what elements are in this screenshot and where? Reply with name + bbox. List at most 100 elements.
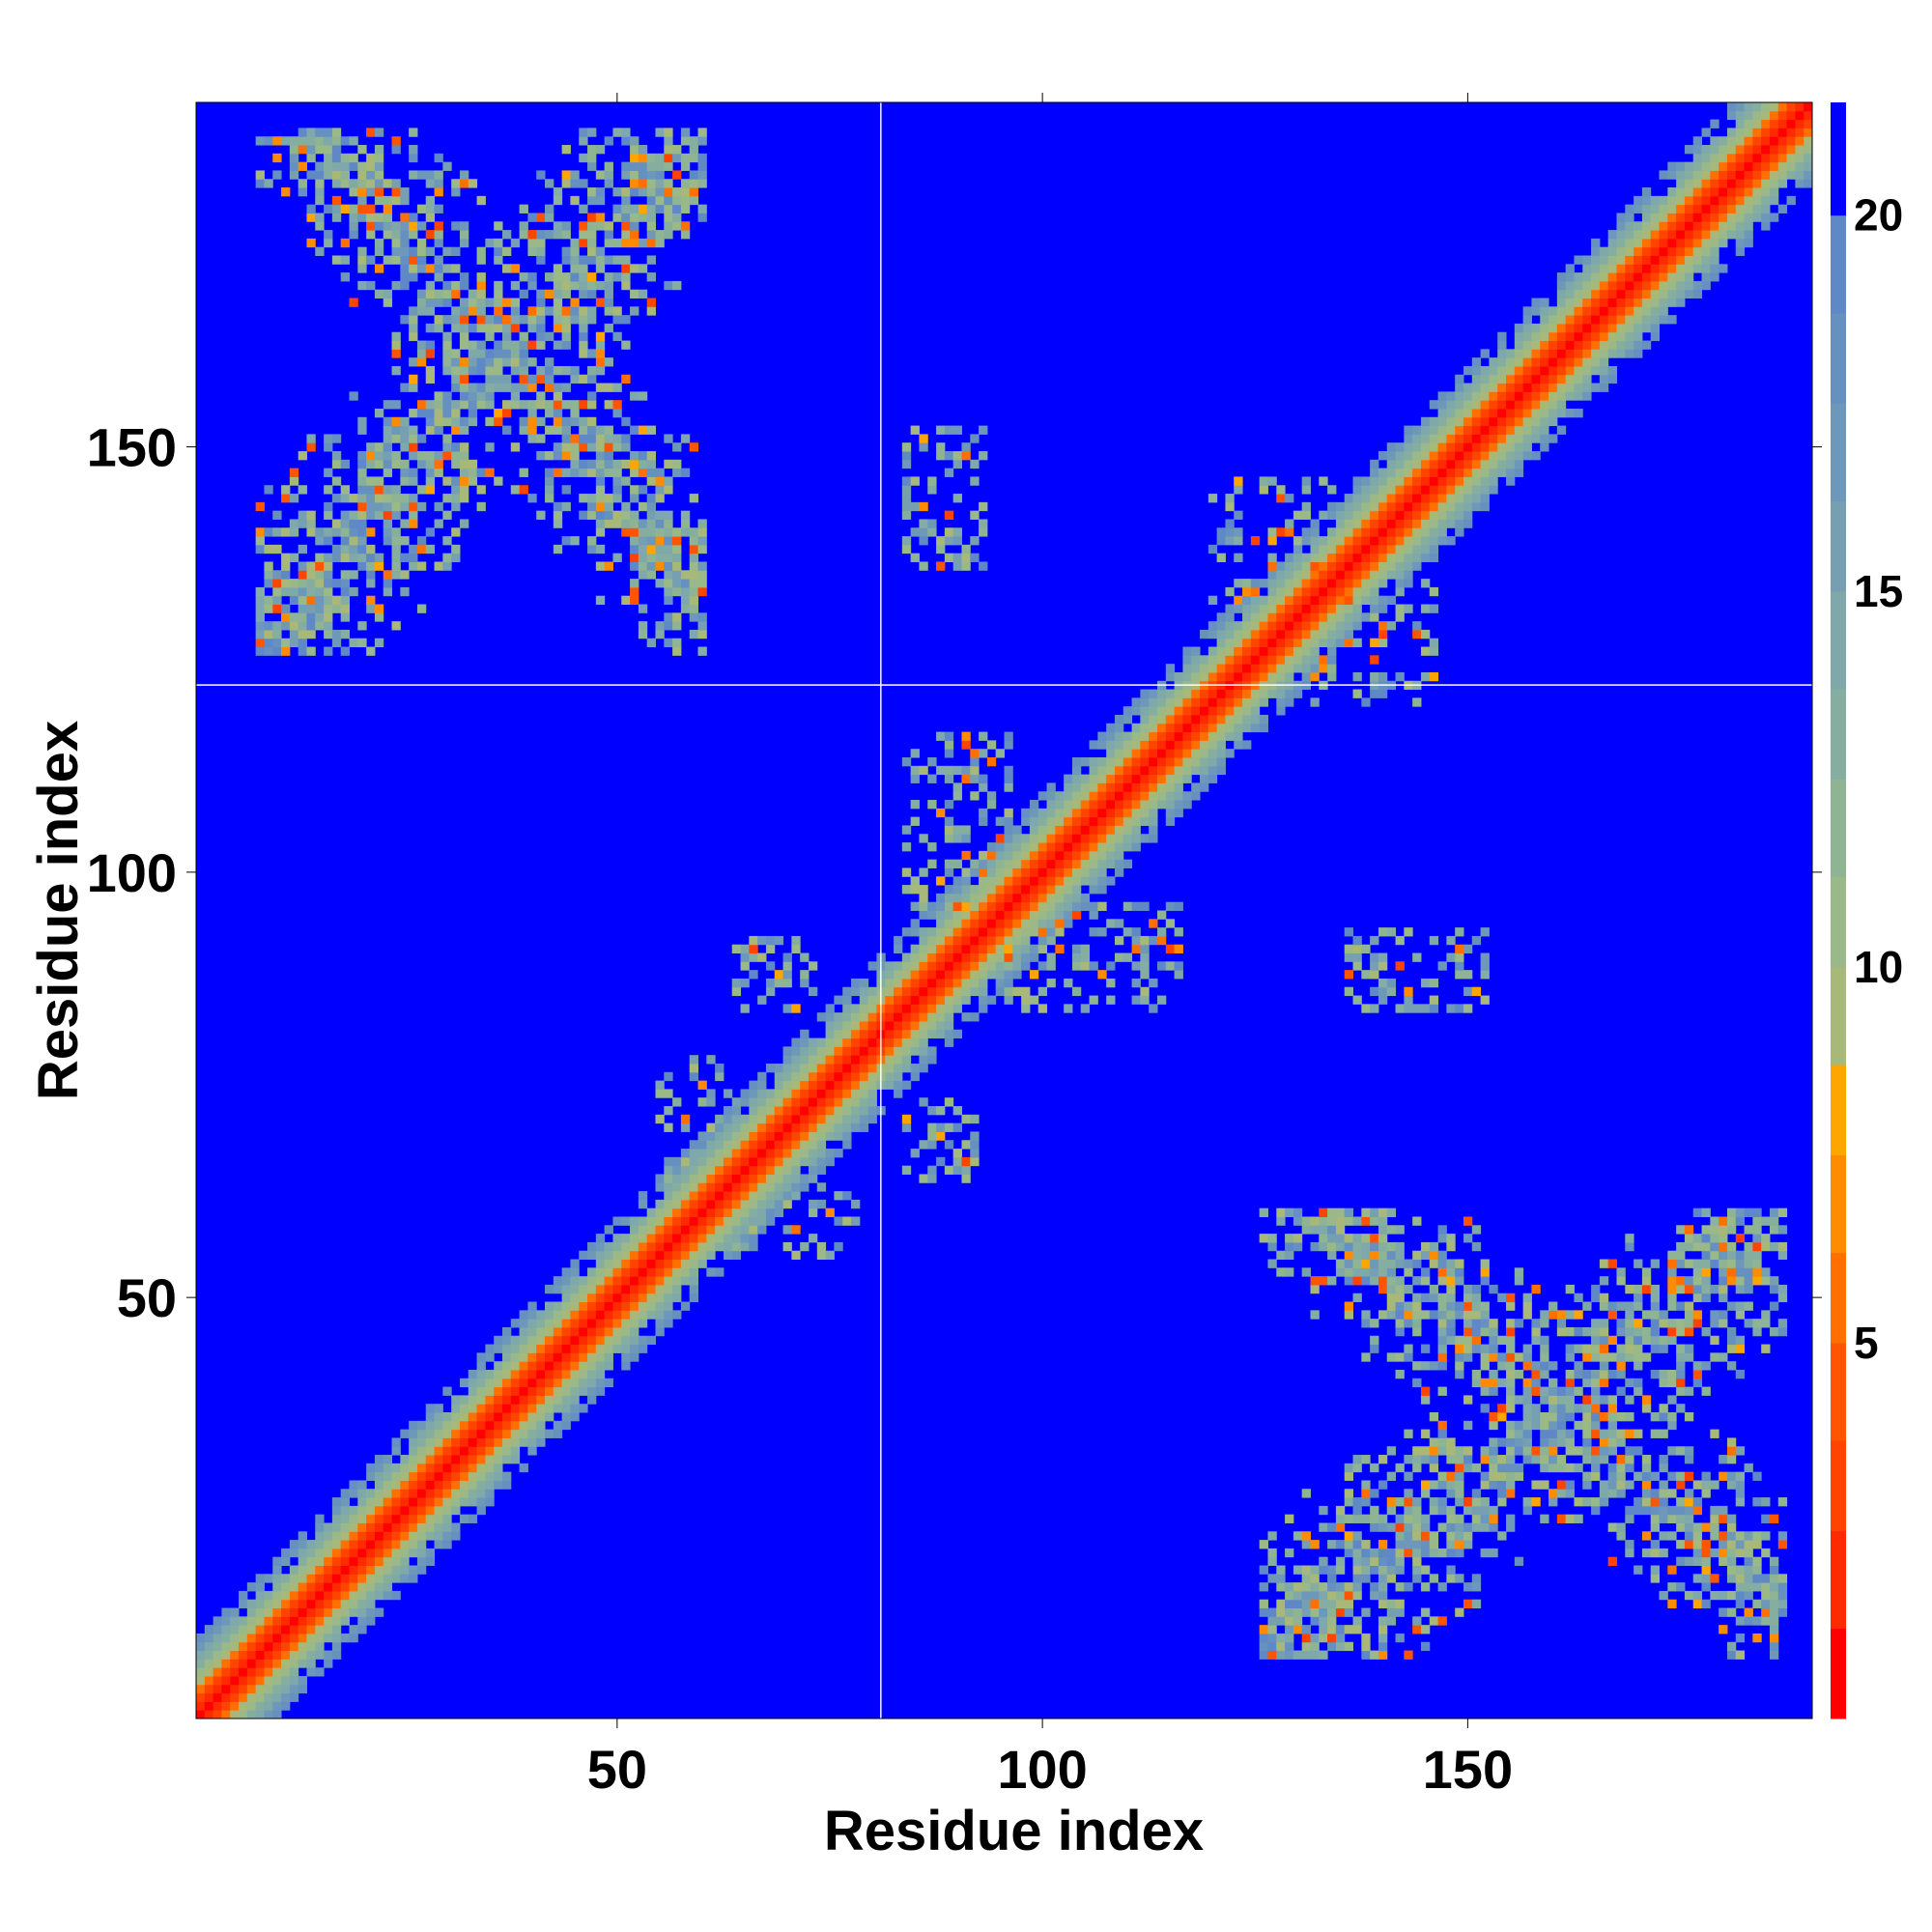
heatmap-cell — [1106, 842, 1116, 852]
heatmap-cell — [1165, 731, 1176, 741]
heatmap-cell — [1234, 655, 1243, 665]
heatmap-cell — [630, 494, 639, 503]
heatmap-cell — [1335, 621, 1346, 631]
heatmap-cell — [230, 1701, 240, 1711]
heatmap-cell — [579, 1250, 588, 1261]
heatmap-cell — [1327, 646, 1337, 656]
heatmap-cell — [689, 1063, 699, 1073]
heatmap-cell — [1225, 689, 1235, 698]
heatmap-cell — [901, 494, 912, 503]
heatmap-cell — [1455, 494, 1464, 503]
heatmap-cell — [1352, 1590, 1362, 1601]
heatmap-cell — [553, 340, 563, 350]
heatmap-cell — [791, 1080, 801, 1090]
heatmap-cell — [936, 919, 946, 928]
heatmap-cell — [1301, 485, 1311, 495]
heatmap-cell — [255, 586, 265, 597]
heatmap-cell — [1344, 927, 1354, 937]
heatmap-cell — [1395, 1531, 1405, 1541]
heatmap-cell — [1174, 944, 1183, 954]
heatmap-cell — [782, 1131, 792, 1141]
heatmap-cell — [765, 1122, 776, 1132]
heatmap-cell — [1046, 825, 1056, 835]
heatmap-cell — [196, 1701, 206, 1711]
heatmap-cell — [1285, 1590, 1294, 1601]
heatmap-cell — [409, 519, 418, 528]
heatmap-cell — [664, 1182, 673, 1192]
heatmap-cell — [697, 1131, 707, 1141]
heatmap-cell — [545, 1378, 554, 1388]
heatmap-cell — [1259, 1599, 1268, 1609]
heatmap-cell — [731, 1250, 742, 1261]
heatmap-cell — [944, 1165, 954, 1175]
heatmap-cell — [400, 230, 410, 240]
heatmap-cell — [1395, 1497, 1405, 1507]
heatmap-cell — [1250, 714, 1261, 724]
heatmap-cell — [1156, 774, 1167, 783]
heatmap-cell — [901, 1012, 912, 1022]
heatmap-cell — [459, 340, 469, 350]
heatmap-cell — [697, 161, 707, 171]
heatmap-cell — [1378, 1625, 1388, 1634]
heatmap-cell — [995, 919, 1005, 928]
heatmap-cell — [765, 1114, 776, 1124]
heatmap-cell — [961, 561, 971, 571]
heatmap-cell — [910, 800, 920, 810]
heatmap-cell — [289, 1607, 299, 1617]
heatmap-cell — [952, 536, 962, 546]
heatmap-cell — [1301, 501, 1311, 512]
heatmap-cell — [595, 485, 606, 495]
heatmap-cell — [1370, 655, 1379, 665]
heatmap-cell — [561, 170, 571, 180]
heatmap-cell — [1319, 1276, 1328, 1286]
heatmap-cell — [630, 1216, 639, 1226]
heatmap-cell — [476, 1497, 486, 1507]
heatmap-cell — [894, 1037, 903, 1047]
heatmap-cell — [331, 434, 342, 443]
heatmap-cell — [664, 579, 673, 588]
heatmap-cell — [416, 1429, 427, 1438]
heatmap-cell — [995, 927, 1005, 937]
heatmap-cell — [723, 1250, 733, 1261]
heatmap-cell — [825, 1149, 835, 1158]
heatmap-cell — [672, 213, 682, 222]
heatmap-cell — [630, 1225, 639, 1235]
heatmap-cell — [612, 1276, 622, 1286]
heatmap-cell — [1097, 808, 1107, 818]
heatmap-cell — [885, 970, 895, 980]
heatmap-cell — [272, 1582, 282, 1592]
heatmap-cell — [391, 1531, 401, 1541]
heatmap-cell — [1437, 485, 1447, 495]
heatmap-cell — [315, 179, 325, 188]
heatmap-cell — [425, 1446, 436, 1456]
heatmap-cell — [1404, 986, 1413, 997]
heatmap-cell — [383, 570, 393, 580]
heatmap-cell — [298, 510, 307, 520]
heatmap-cell — [527, 1310, 537, 1320]
heatmap-cell — [272, 1684, 282, 1694]
heatmap-cell — [936, 1106, 946, 1116]
heatmap-cell — [612, 400, 622, 410]
heatmap-cell — [1276, 1216, 1286, 1226]
heatmap-cell — [919, 1174, 928, 1183]
heatmap-cell — [1301, 527, 1311, 537]
heatmap-cell — [1267, 1531, 1277, 1541]
heatmap-cell — [391, 1497, 401, 1507]
heatmap-cell — [1386, 442, 1397, 452]
heatmap-cell — [519, 1395, 528, 1405]
heatmap-cell — [349, 391, 358, 401]
heatmap-cell — [851, 1020, 861, 1031]
heatmap-cell — [587, 306, 597, 316]
heatmap-cell — [731, 1114, 742, 1124]
heatmap-cell — [1055, 825, 1065, 835]
heatmap-cell — [1250, 579, 1261, 588]
heatmap-cell — [1446, 1514, 1456, 1523]
heatmap-cell — [451, 1463, 461, 1473]
heatmap-cell — [1437, 1386, 1447, 1396]
heatmap-cell — [315, 170, 325, 180]
heatmap-cell — [536, 1335, 546, 1346]
heatmap-cell — [1412, 1004, 1422, 1013]
heatmap-cell — [451, 1531, 461, 1541]
heatmap-cell — [230, 1675, 240, 1686]
heatmap-cell — [400, 1540, 410, 1549]
